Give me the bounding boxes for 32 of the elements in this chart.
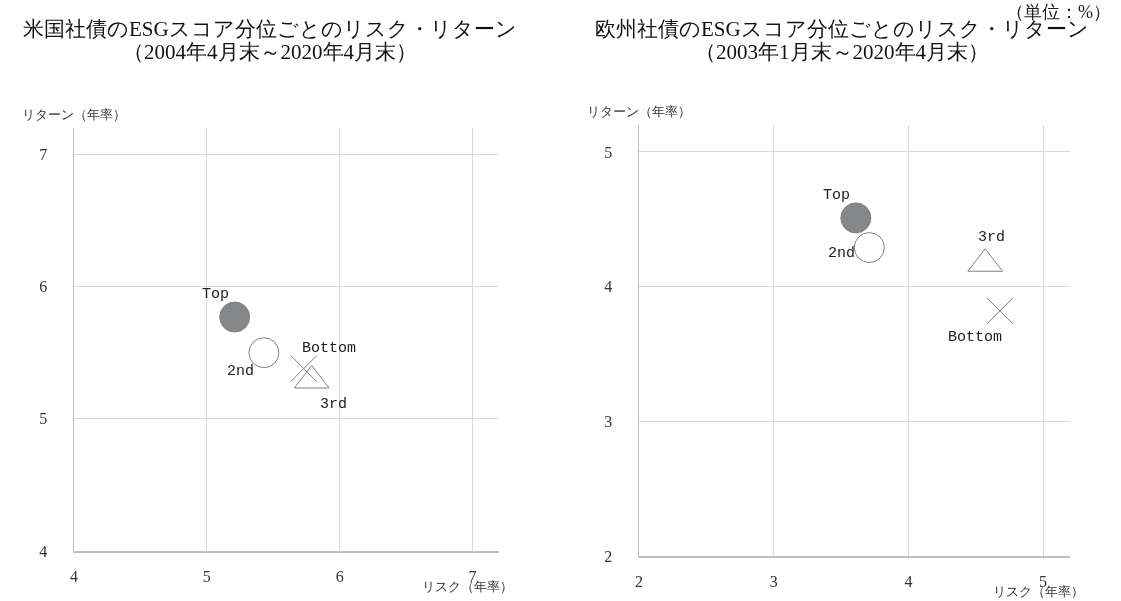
x-tick-label: 6 — [335, 567, 344, 585]
chart-subtitle: （2003年1月末～2020年4月末） — [695, 40, 989, 64]
chart-title: 米国社債のESGスコア分位ごとのリスク・リターン — [23, 17, 517, 41]
x-tick-label: 4 — [904, 572, 913, 590]
y-axis-title: リターン（年率） — [22, 107, 126, 122]
series-label: 3rd — [978, 229, 1006, 246]
y-tick-label: 2 — [604, 547, 613, 565]
x-tick-label: 4 — [70, 567, 78, 585]
point — [986, 297, 1014, 325]
series-label: Top — [202, 286, 230, 303]
x-tick-label: 2 — [635, 572, 643, 590]
point — [219, 301, 251, 333]
point — [290, 355, 318, 383]
y-axis-title: リターン（年率） — [587, 104, 691, 119]
x-tick-label: 5 — [202, 567, 211, 585]
y-tick-label: 6 — [39, 278, 48, 296]
series-label: 2nd — [227, 363, 255, 380]
series-label: Bottom — [948, 329, 1003, 346]
y-tick-label: 4 — [604, 278, 613, 296]
series-label: 2nd — [828, 245, 856, 262]
y-tick-label: 7 — [39, 146, 48, 164]
x-tick-label: 3 — [769, 572, 778, 590]
point — [840, 202, 872, 234]
series-label: Bottom — [302, 340, 357, 357]
y-tick-label: 3 — [604, 412, 613, 430]
point — [853, 232, 885, 264]
y-tick-label: 5 — [604, 143, 613, 161]
series-label: Top — [823, 187, 851, 204]
series-label: 3rd — [320, 396, 348, 413]
chart-subtitle: （2004年4月末～2020年4月末） — [123, 40, 417, 64]
y-tick-label: 5 — [39, 410, 48, 428]
y-tick-label: 4 — [39, 542, 48, 560]
